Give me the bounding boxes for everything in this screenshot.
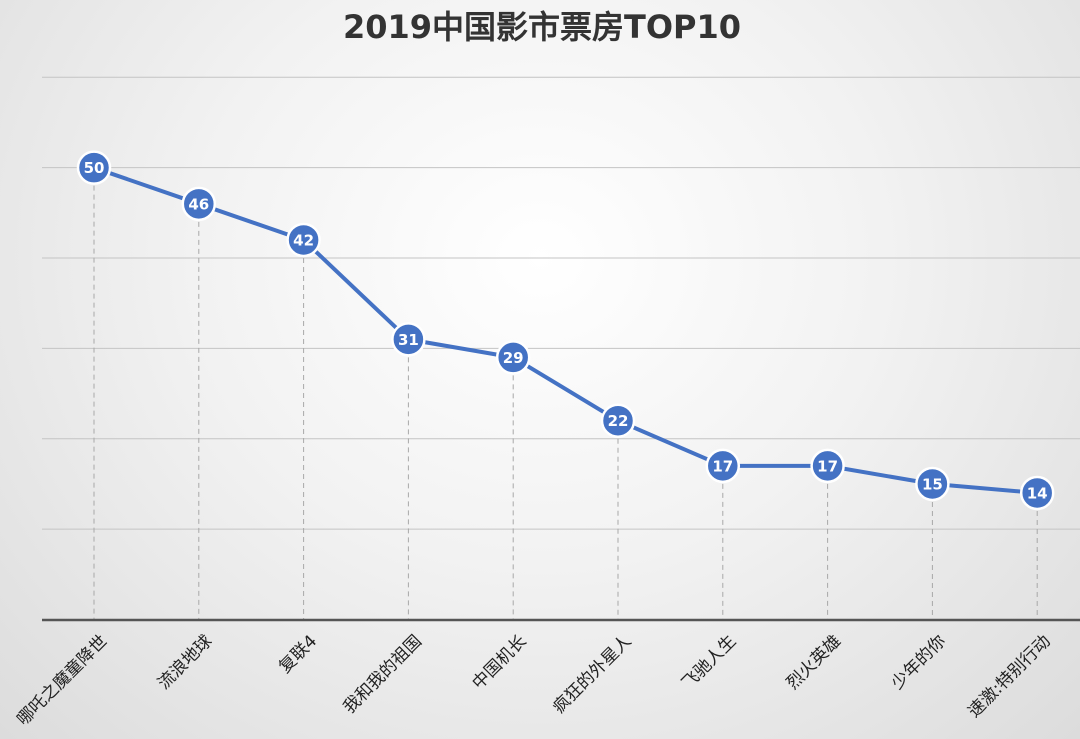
data-label: 29	[503, 349, 524, 367]
data-point-marker	[915, 466, 950, 502]
category-label: 中国机长	[469, 631, 531, 693]
category-label: 我和我的祖国	[340, 631, 426, 717]
data-point-marker	[600, 403, 636, 438]
gridlines	[42, 76, 1080, 530]
category-label: 速激:特别行动	[964, 631, 1054, 721]
category-label: 疯狂的外星人	[549, 631, 635, 717]
category-label: 飞驰人生	[678, 631, 740, 693]
data-point-marker	[76, 150, 112, 185]
category-label: 少年的你	[888, 631, 950, 693]
category-label: 流浪地球	[154, 631, 216, 693]
data-point-marker	[391, 322, 426, 357]
data-label: 50	[84, 159, 105, 177]
data-point-marker	[810, 448, 845, 484]
category-label: 复联4	[275, 631, 321, 677]
data-label: 46	[188, 195, 209, 213]
data-label: 14	[1027, 484, 1048, 502]
data-point-marker	[1019, 475, 1055, 511]
data-label: 31	[398, 331, 419, 349]
category-labels: 哪吒之魔童降世 流浪地球 复联4 我和我的祖国 中国机长 疯狂的外星人 飞驰人生 烈火英雄 少年…	[13, 631, 1054, 729]
data-point-marker	[286, 222, 321, 258]
drop-lines	[93, 167, 1038, 620]
data-point-marker	[705, 448, 741, 484]
data-label: 17	[817, 457, 838, 475]
data-label: 15	[922, 475, 943, 493]
markers: 50 46 42 31 29 22 17 17 15 14	[76, 150, 1055, 511]
chart-title: 2019中国影市票房TOP10	[343, 8, 741, 46]
series-line	[93, 165, 1038, 495]
data-point-marker	[181, 186, 217, 222]
data-label: 42	[293, 231, 314, 249]
data-label: 22	[608, 412, 629, 430]
data-label: 17	[712, 457, 733, 475]
category-label: 烈火英雄	[783, 631, 845, 693]
category-label: 哪吒之魔童降世	[13, 631, 111, 729]
data-point-marker	[495, 340, 531, 375]
series-line-group	[93, 165, 1038, 495]
